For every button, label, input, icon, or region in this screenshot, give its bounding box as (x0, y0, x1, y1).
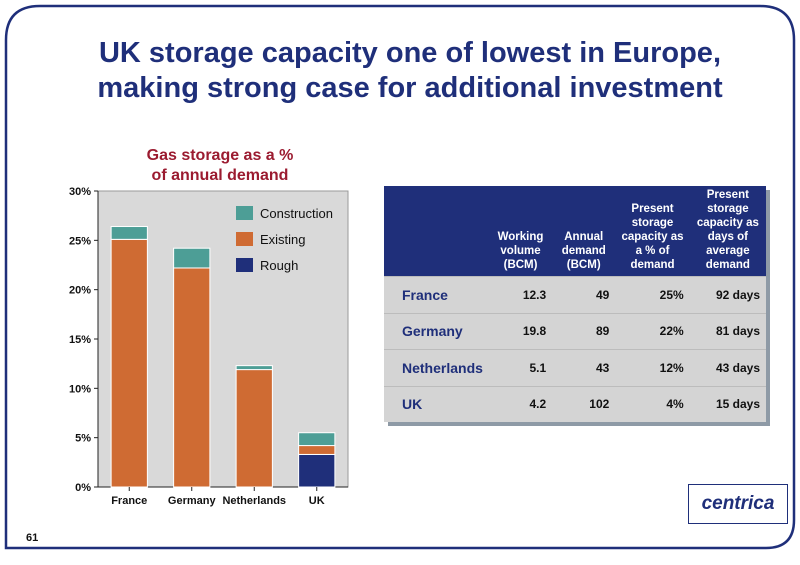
table-header-blank (384, 186, 489, 277)
x-tick-label: France (111, 495, 147, 507)
table-header-annual-demand: Annual demand (BCM) (552, 186, 616, 277)
table-cell: 12.3 (488, 276, 553, 313)
legend-swatch-rough (236, 258, 253, 272)
table-cell: 92 days (689, 276, 766, 313)
table-header-working-volume: Working volume (BCM) (488, 186, 553, 277)
table-cell: 15 days (689, 385, 766, 422)
bar-construction (173, 247, 211, 269)
page-number: 61 (26, 532, 39, 544)
x-tick-label: UK (309, 495, 325, 507)
bar-existing (110, 238, 148, 488)
table-cell: 22% (615, 312, 690, 350)
legend-label-rough: Rough (260, 258, 298, 273)
bar-existing (235, 369, 273, 488)
y-tick-label: 20% (69, 285, 91, 297)
legend-label-existing: Existing (260, 232, 306, 247)
y-tick-label: 15% (69, 334, 91, 346)
table-cell-country: France (384, 276, 489, 313)
title-line-1: UK storage capacity one of lowest in Eur… (98, 37, 721, 69)
table-cell: 19.8 (488, 312, 553, 350)
y-tick-label: 5% (75, 433, 91, 445)
table-cell: 81 days (689, 312, 766, 350)
table-cell: 43 (552, 349, 616, 386)
table-row: Germany 19.8 89 22% 81 days (384, 312, 766, 350)
slide-title: UK storage capacity one of lowest in Eur… (50, 36, 770, 106)
table-cell: 25% (615, 276, 690, 313)
legend-swatch-construction (236, 206, 253, 220)
x-tick-label: Germany (168, 495, 217, 507)
table-header-capacity-percent: Present storage capacity as a % of deman… (615, 186, 690, 277)
table-cell: 49 (552, 276, 616, 313)
title-line-2: making strong case for additional invest… (97, 72, 723, 104)
chart-title: Gas storage as a % of annual demand (100, 146, 340, 186)
y-tick-label: 30% (69, 186, 91, 198)
table-row: Netherlands 5.1 43 12% 43 days (384, 349, 766, 386)
bar-construction (235, 365, 273, 371)
table-header-capacity-days: Present storage capacity as days of aver… (689, 186, 766, 277)
table-header-row: Working volume (BCM) Annual demand (BCM)… (384, 186, 766, 277)
y-tick-label: 25% (69, 235, 91, 247)
table-cell: 4.2 (488, 385, 553, 422)
storage-table: Working volume (BCM) Annual demand (BCM)… (384, 186, 766, 422)
table-cell: 5.1 (488, 349, 553, 386)
table-row: UK 4.2 102 4% 15 days (384, 385, 766, 422)
chart-title-line-1: Gas storage as a % (146, 147, 294, 164)
table-cell-country: Germany (384, 312, 489, 350)
bar-existing (298, 445, 336, 455)
logo-text: centrica (701, 493, 775, 514)
y-tick-label: 0% (75, 482, 91, 494)
table-row: France 12.3 49 25% 92 days (384, 276, 766, 313)
table-cell: 12% (615, 349, 690, 386)
table-cell: 43 days (689, 349, 766, 386)
table-cell: 4% (615, 385, 690, 422)
bar-existing (173, 267, 211, 488)
bar-construction (110, 226, 148, 240)
legend-swatch-existing (236, 232, 253, 246)
y-tick-label: 10% (69, 383, 91, 395)
x-tick-label: Netherlands (222, 495, 286, 507)
bar-construction (298, 432, 336, 447)
table-cell-country: UK (384, 385, 489, 422)
table-cell: 89 (552, 312, 616, 350)
chart-title-line-2: of annual demand (151, 167, 289, 184)
table-cell-country: Netherlands (384, 349, 489, 386)
bar-rough (298, 453, 336, 488)
legend-label-construction: Construction (260, 206, 333, 221)
centrica-logo: centrica (688, 484, 788, 524)
table-cell: 102 (552, 385, 616, 422)
